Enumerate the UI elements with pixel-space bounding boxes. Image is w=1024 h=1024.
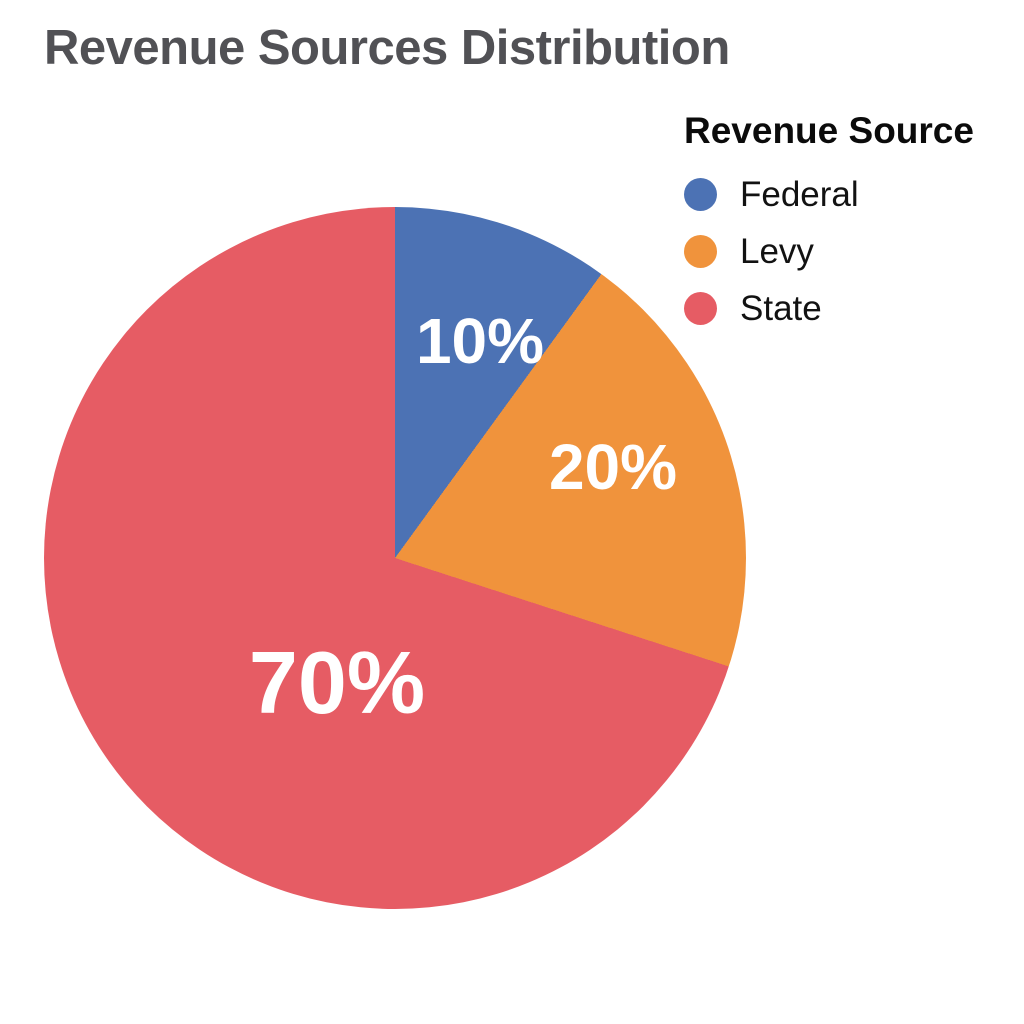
legend-label-levy: Levy	[740, 232, 814, 271]
pie-chart	[44, 207, 746, 909]
legend-item-levy: Levy	[684, 234, 974, 269]
legend-item-state: State	[684, 291, 974, 326]
legend-label-state: State	[740, 289, 822, 328]
slice-label-levy: 20%	[548, 431, 678, 503]
legend-swatch-federal-icon	[684, 178, 717, 211]
slice-label-state: 70%	[248, 633, 426, 732]
legend-swatch-state-icon	[684, 292, 717, 325]
legend-swatch-levy-icon	[684, 235, 717, 268]
chart-title: Revenue Sources Distribution	[44, 21, 730, 75]
legend-item-federal: Federal	[684, 177, 974, 212]
legend-title: Revenue Source	[684, 110, 974, 151]
legend-label-federal: Federal	[740, 175, 859, 214]
slice-label-federal: 10%	[415, 305, 545, 377]
legend: Revenue Source Federal Levy State	[684, 110, 974, 348]
